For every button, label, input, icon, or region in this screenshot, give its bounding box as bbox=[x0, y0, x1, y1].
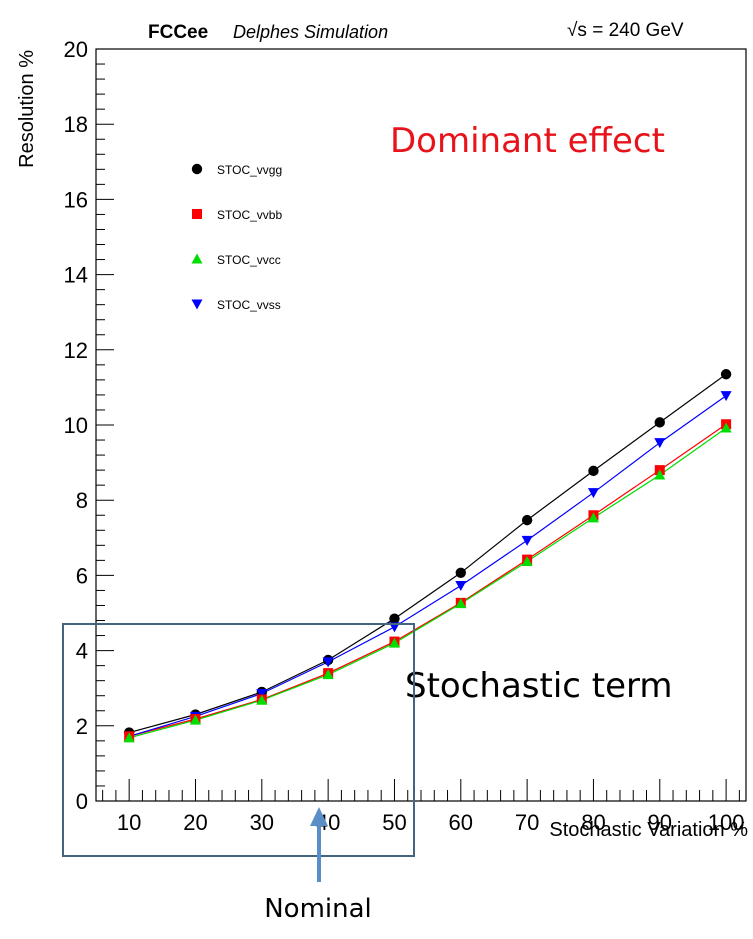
legend-marker-STOC_vvgg bbox=[191, 163, 203, 175]
data-point-STOC_vvcc bbox=[720, 422, 732, 433]
series-line-STOC_vvcc bbox=[129, 427, 727, 739]
data-point-STOC_vvcc bbox=[654, 469, 666, 480]
y-tick-label: 2 bbox=[76, 714, 88, 739]
legend: STOC_vvgg STOC_vvbb STOC_vvcc STOC_vvss bbox=[191, 163, 282, 312]
series-line-STOC_vvgg bbox=[129, 373, 727, 734]
legend-marker-STOC_vvbb bbox=[192, 209, 202, 219]
data-point-STOC_vvss bbox=[256, 688, 268, 699]
header-simulation: Delphes Simulation bbox=[233, 22, 388, 42]
header-energy: √s = 240 GeV bbox=[567, 20, 684, 41]
data-point-STOC_vvcc bbox=[587, 512, 599, 523]
y-tick-labels: 0 2 4 6 8 10 12 14 16 18 20 bbox=[64, 37, 88, 814]
legend-label-STOC_vvss: STOC_vvss bbox=[217, 298, 281, 312]
data-point-STOC_vvcc bbox=[322, 669, 334, 680]
y-tick-label: 18 bbox=[64, 112, 88, 137]
x-axis-label: Stochastic Variation % bbox=[549, 819, 748, 841]
data-point-STOC_vvss bbox=[455, 581, 467, 592]
data-point-STOC_vvcc bbox=[189, 714, 201, 725]
legend-label-STOC_vvgg: STOC_vvgg bbox=[217, 163, 282, 177]
data-point-STOC_vvcc bbox=[521, 555, 533, 566]
series-line-STOC_vvss bbox=[129, 395, 727, 737]
legend-label-STOC_vvbb: STOC_vvbb bbox=[217, 208, 282, 222]
header-experiment: FCCee bbox=[148, 22, 208, 43]
data-point-STOC_vvcc bbox=[256, 694, 268, 705]
x-tick-label: 30 bbox=[250, 810, 274, 835]
y-tick-label: 0 bbox=[76, 789, 88, 814]
data-point-STOC_vvss bbox=[521, 535, 533, 546]
data-point-STOC_vvss bbox=[720, 391, 732, 402]
nominal-region-box bbox=[62, 623, 415, 857]
y-tick-label: 16 bbox=[64, 187, 88, 212]
series-line-STOC_vvbb bbox=[129, 423, 727, 737]
legend-marker-STOC_vvcc bbox=[191, 253, 203, 264]
nominal-arrow-head bbox=[310, 807, 328, 826]
data-point-STOC_vvcc bbox=[455, 598, 467, 609]
y-tick-label: 8 bbox=[76, 488, 88, 513]
y-tick-label: 10 bbox=[64, 413, 88, 438]
y-tick-label: 4 bbox=[76, 639, 88, 664]
series-lines bbox=[129, 373, 727, 739]
x-tick-label: 60 bbox=[449, 810, 473, 835]
data-point-STOC_vvgg bbox=[588, 465, 599, 477]
annotation-stochastic-term: Stochastic term bbox=[405, 666, 673, 706]
axis-ticks bbox=[96, 48, 740, 802]
data-point-STOC_vvgg bbox=[521, 514, 533, 526]
x-tick-label: 20 bbox=[183, 810, 207, 835]
x-tick-label: 90 bbox=[648, 810, 672, 835]
data-point-STOC_vvss bbox=[587, 488, 599, 499]
y-tick-label: 6 bbox=[76, 563, 88, 588]
legend-marker-STOC_vvss bbox=[191, 299, 203, 310]
series-markers bbox=[123, 369, 732, 743]
x-tick-label: 10 bbox=[117, 810, 141, 835]
x-tick-label: 80 bbox=[581, 810, 605, 835]
annotation-nominal: Nominal bbox=[264, 894, 372, 924]
annotation-dominant-effect: Dominant effect bbox=[390, 121, 665, 161]
data-point-STOC_vvgg bbox=[654, 417, 665, 428]
data-point-STOC_vvgg bbox=[389, 613, 400, 624]
y-tick-label: 14 bbox=[64, 263, 88, 288]
data-point-STOC_vvgg bbox=[720, 369, 732, 380]
x-tick-labels: 10 20 30 40 50 60 70 80 90 100 bbox=[117, 810, 745, 835]
legend-label-STOC_vvcc: STOC_vvcc bbox=[217, 253, 281, 267]
data-point-STOC_vvss bbox=[322, 657, 334, 668]
data-point-STOC_vvgg bbox=[455, 567, 466, 578]
x-tick-label: 70 bbox=[515, 810, 539, 835]
data-point-STOC_vvcc bbox=[388, 637, 400, 648]
y-tick-label: 12 bbox=[64, 338, 88, 363]
y-tick-label: 20 bbox=[64, 37, 88, 62]
data-point-STOC_vvcc bbox=[123, 732, 135, 743]
y-axis-label: Resolution % bbox=[16, 50, 38, 168]
x-tick-label: 100 bbox=[708, 810, 745, 835]
x-tick-label: 50 bbox=[382, 810, 406, 835]
data-point-STOC_vvss bbox=[654, 438, 666, 449]
